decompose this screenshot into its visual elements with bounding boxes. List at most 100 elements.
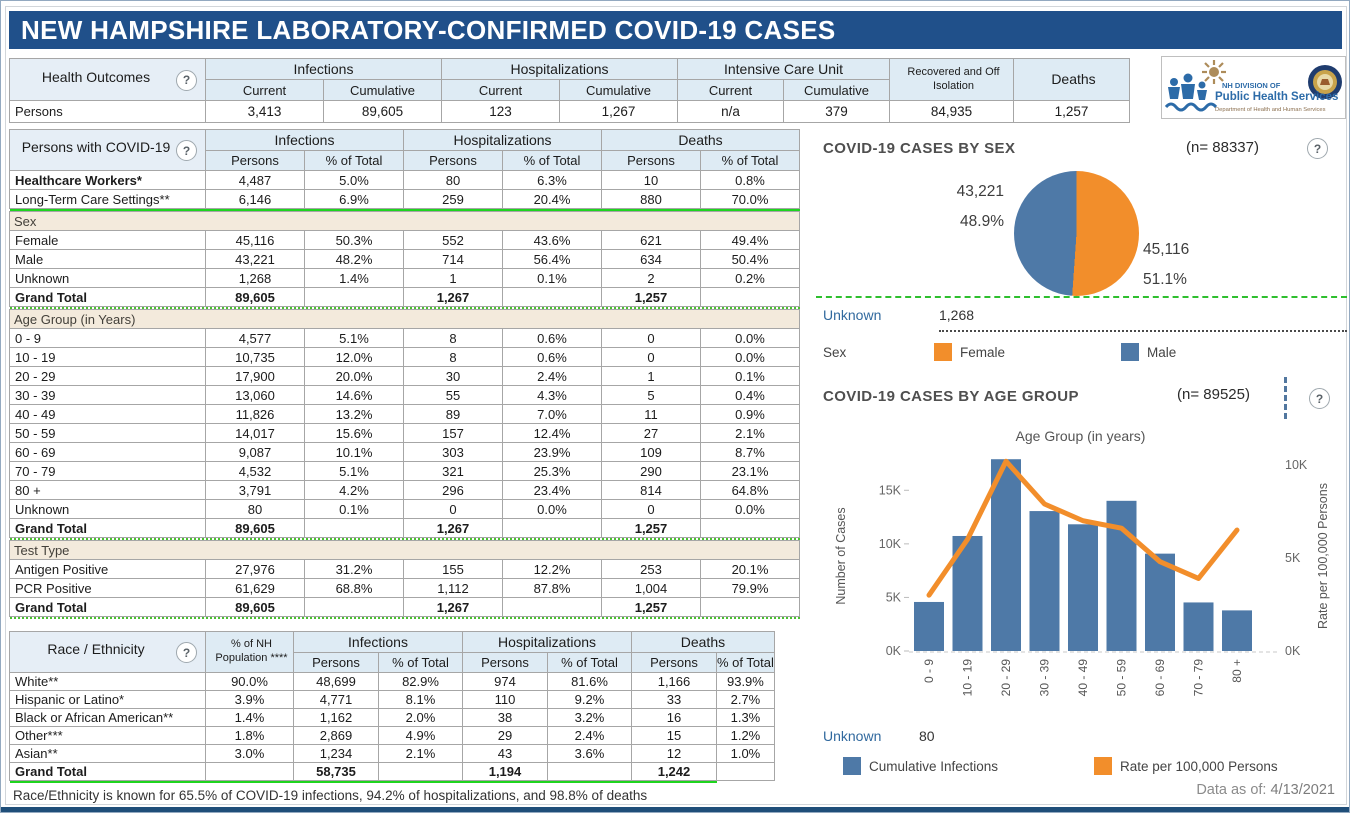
nh-state-seal-icon — [1308, 65, 1342, 99]
separator-line — [9, 617, 800, 619]
table-cell: 2 — [601, 268, 701, 288]
separator-row — [9, 538, 800, 541]
male-value: 43,221 — [956, 183, 1004, 200]
bar-50 - 59[interactable] — [1106, 500, 1137, 651]
male-legend-swatch[interactable] — [1121, 343, 1139, 361]
separator-cell — [9, 781, 717, 783]
table-row: Unknown 1,268 1.4% 1 0.1% 2 0.2% — [9, 268, 800, 288]
group-header: Infections — [205, 58, 442, 80]
column-header: % of Total — [547, 652, 632, 673]
female-percent: 51.1% — [1143, 271, 1187, 288]
table-cell: 1,162 — [293, 708, 379, 727]
race-ethnicity-table: Race / Ethnicity?% of NH Population ****… — [9, 631, 775, 783]
table-cell: 10,735 — [205, 347, 305, 367]
table-cell: 50.3% — [304, 230, 404, 250]
separator-cell — [9, 617, 800, 619]
table-cell — [304, 597, 404, 617]
table-cell: 4.3% — [502, 385, 602, 405]
table-cell — [547, 762, 632, 781]
row-label: Asian** — [9, 744, 206, 763]
group-header: Hospitalizations — [403, 129, 602, 151]
infections-legend-swatch[interactable] — [843, 757, 861, 775]
column-header: Persons — [205, 150, 305, 171]
table-cell: 10.1% — [304, 442, 404, 462]
table-cell: 6.3% — [502, 170, 602, 190]
help-icon[interactable]: ? — [176, 140, 197, 161]
sun-icon — [1202, 60, 1226, 84]
bar-30 - 39[interactable] — [1029, 511, 1060, 651]
rate-line[interactable] — [926, 458, 1240, 598]
table-row: 80 +3,791 4.2% 296 23.4% 814 64.8% — [9, 480, 800, 500]
rate-legend-label[interactable]: Rate per 100,000 Persons — [1120, 759, 1278, 774]
table-row: Black or African American** 1.4% 1,162 2.0%… — [9, 708, 775, 727]
column-header: Persons — [462, 652, 548, 673]
separator-row — [9, 617, 800, 619]
race-footnote: Race/Ethnicity is known for 65.5% of COV… — [13, 788, 648, 803]
age-bar-chart[interactable]: 0K 5K 10K 15K 0K 5K 10K 0 - 9 10 - 19 20 - 29 30 -… — [813, 441, 1348, 733]
table-cell: 814 — [601, 480, 701, 500]
table-cell: 3,791 — [205, 480, 305, 500]
age-chart-help-icon[interactable]: ? — [1309, 388, 1330, 409]
table-cell: 4,487 — [205, 170, 305, 190]
bar-0 - 9[interactable] — [914, 601, 944, 651]
data-as-of-value: 4/13/2021 — [1270, 782, 1335, 798]
row-label: Male — [9, 249, 206, 269]
sex-pie-chart[interactable] — [1014, 171, 1139, 296]
bar-60 - 69[interactable] — [1145, 553, 1175, 651]
table-cell: 1.4% — [205, 708, 294, 727]
table-row: 60 - 69 9,087 10.1% 303 23.9% 109 8.7% — [9, 442, 800, 462]
table-cell: 1,166 — [631, 672, 717, 691]
table-cell: 1.4% — [304, 268, 404, 288]
section-band-label: Test Type — [9, 540, 800, 560]
group-header: Deaths — [631, 631, 775, 653]
row-label: Hispanic or Latino* — [9, 690, 206, 709]
table-cell: 4,771 — [293, 690, 379, 709]
group-header: Infections — [293, 631, 463, 653]
table-cell: 48.2% — [304, 249, 404, 269]
table-cell: 10 — [601, 170, 701, 190]
male-legend-label[interactable]: Male — [1147, 345, 1177, 360]
bar-20 - 29[interactable] — [991, 459, 1021, 651]
bar-40 - 49[interactable] — [1068, 524, 1098, 651]
help-icon[interactable]: ? — [176, 69, 197, 91]
row-label: PCR Positive — [9, 578, 206, 598]
row-label: Grand Total — [9, 287, 206, 307]
table-cell — [700, 597, 800, 617]
table-cell — [700, 287, 800, 307]
column-header: Persons — [293, 652, 379, 673]
table-cell: 1,112 — [403, 578, 503, 598]
table-cell: 17,900 — [205, 366, 305, 386]
page-title: NEW HAMPSHIRE LABORATORY-CONFIRMED COVID… — [9, 11, 1342, 49]
group-header-row: Health Outcomes? Infections Hospitalizatio… — [9, 58, 1130, 101]
infections-legend-label[interactable]: Cumulative Infections — [869, 759, 999, 774]
table-cell: 8 — [403, 347, 503, 367]
female-legend-swatch[interactable] — [934, 343, 952, 361]
table-cell: 0.1% — [304, 499, 404, 519]
table-cell: n/a — [677, 100, 784, 123]
table-cell: 0.0% — [700, 499, 800, 519]
bar-70 - 79[interactable] — [1183, 602, 1214, 651]
y-right-tick: 5K — [1285, 551, 1301, 565]
help-icon[interactable]: ? — [176, 642, 197, 663]
table-cell — [304, 287, 404, 307]
column-header: Persons — [631, 652, 717, 673]
table-cell: 552 — [403, 230, 503, 250]
data-as-of-label: Data as of: — [1196, 782, 1267, 798]
table-cell: 1,267 — [403, 597, 503, 617]
table-cell: 9.2% — [547, 690, 632, 709]
female-value: 45,116 — [1143, 241, 1190, 258]
table-cell: 1 — [601, 366, 701, 386]
x-tick-label: 0 - 9 — [922, 659, 936, 683]
bar-80 +[interactable] — [1222, 610, 1252, 651]
table-cell: 1,267 — [559, 100, 678, 123]
sex-chart-help-icon[interactable]: ? — [1307, 138, 1328, 159]
row-label: 70 - 79 — [9, 461, 206, 481]
table-cell: 1.0% — [716, 744, 775, 763]
table-row: 30 - 39 13,060 14.6% 55 4.3% 5 0.4% — [9, 385, 800, 405]
table-cell: 12.0% — [304, 347, 404, 367]
table-cell: 29 — [462, 726, 548, 745]
female-legend-label[interactable]: Female — [960, 345, 1006, 360]
rate-legend-swatch[interactable] — [1094, 757, 1112, 775]
table-cell: 0 — [601, 347, 701, 367]
sex-unknown-label: Unknown — [823, 307, 882, 323]
